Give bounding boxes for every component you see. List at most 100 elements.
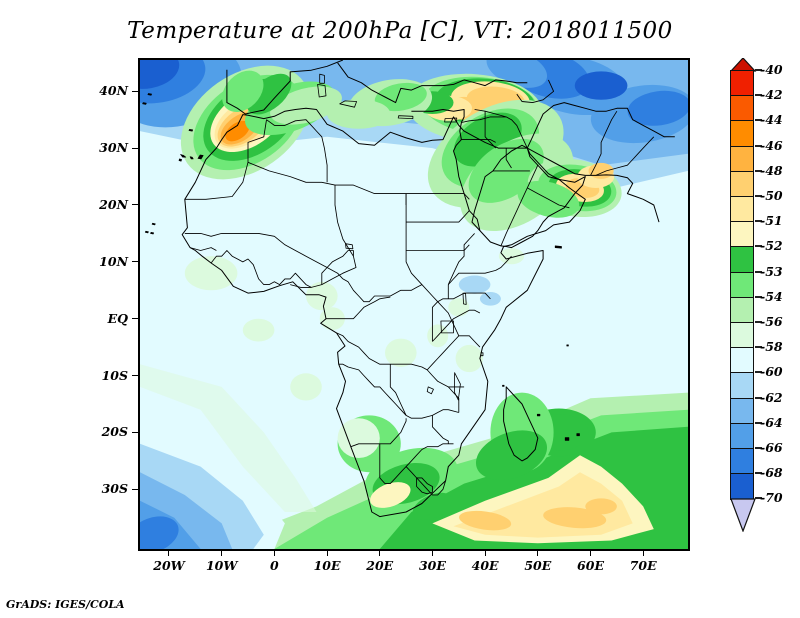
colorbar-tick: [755, 195, 762, 197]
colorbar-band: [730, 397, 754, 424]
colorbar-label: -50: [760, 188, 783, 203]
temperature-contour-band: [475, 430, 548, 480]
temperature-contour-band: [385, 338, 417, 367]
map-boundary-line: [226, 60, 344, 115]
colorbar-label: -53: [760, 263, 783, 279]
colorbar-tick: [755, 119, 762, 122]
colorbar-tick: [755, 144, 762, 147]
y-tick: [132, 261, 138, 263]
map-boundary-line: [345, 243, 354, 250]
colorbar-tick: [755, 94, 762, 97]
temperature-contour-band: [140, 516, 179, 549]
map-boundary-line: [144, 230, 149, 234]
colorbar-tick: [755, 371, 762, 374]
map-boundary-line: [189, 247, 217, 251]
map-boundary-line: [480, 352, 484, 357]
x-tick: [590, 551, 592, 556]
map-boundary-line: [471, 144, 586, 249]
map-boundary-line: [405, 466, 447, 496]
map-boundary-line: [416, 477, 433, 495]
map-canvas: [140, 60, 688, 549]
map-boundary-line: [431, 415, 449, 444]
map-boundary-line: [447, 255, 512, 299]
colorbar-label: -52: [760, 238, 783, 254]
map-boundary-line: [502, 384, 505, 387]
x-axis-label: 0: [270, 558, 279, 573]
map-boundary-line: [339, 100, 357, 108]
colorbar-below-range-arrow: [730, 498, 756, 533]
temperature-contour-band: [184, 256, 238, 291]
map-boundary-line: [142, 102, 147, 105]
map-boundary-line: [576, 433, 580, 437]
map-boundary-line: [406, 193, 470, 200]
temperature-contour-band: [140, 364, 317, 512]
y-tick: [132, 90, 138, 92]
colorbar-label: -70: [760, 490, 783, 506]
colorbar: -40 -42 -44 -46 -48 -50 -51 -52 -53 -54 -56 -58 -60 -…: [728, 58, 794, 558]
colorbar-band: [730, 95, 754, 122]
x-tick: [168, 551, 170, 556]
page-title: Temperature at 200hPa [C], VT: 201801150…: [127, 18, 673, 44]
map-boundary-line: [426, 335, 481, 371]
map-boundary-line: [461, 116, 507, 123]
y-axis-label: 10N: [99, 253, 128, 269]
colorbar-band: [730, 145, 754, 172]
map-boundary-line: [337, 62, 528, 104]
map-boundary-line: [500, 165, 539, 247]
map-plot-area: [138, 58, 690, 551]
temperature-contour-band: [588, 162, 614, 179]
map-boundary-line: [197, 154, 204, 160]
map-boundary-line: [389, 364, 407, 416]
colorbar-band: [730, 70, 754, 97]
map-boundary-line: [406, 244, 470, 251]
x-tick: [484, 551, 486, 556]
colorbar-tick: [755, 220, 762, 223]
colorbar-label: -58: [760, 339, 783, 355]
map-boundary-line: [526, 102, 675, 149]
colorbar-band: [730, 422, 754, 450]
colorbar-label: -40: [760, 62, 783, 77]
colorbar-label: -44: [760, 112, 783, 128]
colorbar-tick: [755, 346, 762, 349]
map-boundary-line: [338, 363, 459, 419]
map-boundary-line: [342, 278, 423, 303]
x-tick: [273, 551, 275, 556]
colorbar-tick: [755, 396, 762, 399]
map-boundary-line: [595, 136, 655, 176]
temperature-contour-band: [370, 482, 411, 508]
map-boundary-line: [147, 93, 152, 96]
temperature-contour-band: [455, 344, 483, 373]
colorbar-tick: [755, 245, 762, 248]
x-axis-label: 70E: [629, 558, 657, 573]
y-tick: [132, 375, 138, 377]
temperature-contour-band: [222, 70, 264, 112]
map-boundary-line: [180, 154, 187, 158]
map-boundary-line: [184, 232, 344, 280]
map-boundary-line: [462, 292, 467, 305]
map-boundary-line: [566, 344, 569, 347]
map-boundary-line: [432, 309, 481, 342]
map-boundary-line: [188, 129, 194, 132]
x-axis-label: 10W: [205, 558, 238, 573]
map-boundary-line: [554, 245, 562, 249]
map-boundary-line: [484, 111, 497, 149]
temperature-contour-band: [246, 73, 292, 115]
x-tick: [431, 551, 433, 556]
x-axis-label: 20W: [153, 558, 185, 573]
map-boundary-line: [210, 250, 312, 288]
x-tick: [379, 551, 381, 556]
map-boundary-line: [181, 107, 586, 518]
temperature-contour-band: [627, 90, 688, 126]
colorbar-label: -54: [760, 288, 783, 304]
x-axis-label: 40E: [471, 558, 499, 573]
map-boundary-line: [527, 147, 660, 223]
temperature-contour-band: [412, 492, 453, 521]
map-boundary-line: [447, 233, 475, 285]
map-boundary-line: [397, 115, 414, 119]
colorbar-tick: [755, 270, 762, 273]
temperature-contour-band: [448, 298, 470, 317]
temperature-contour-band: [140, 60, 180, 89]
colorbar-band: [730, 221, 754, 248]
temperature-contour-band: [585, 498, 617, 515]
map-boundary-line: [505, 148, 512, 169]
